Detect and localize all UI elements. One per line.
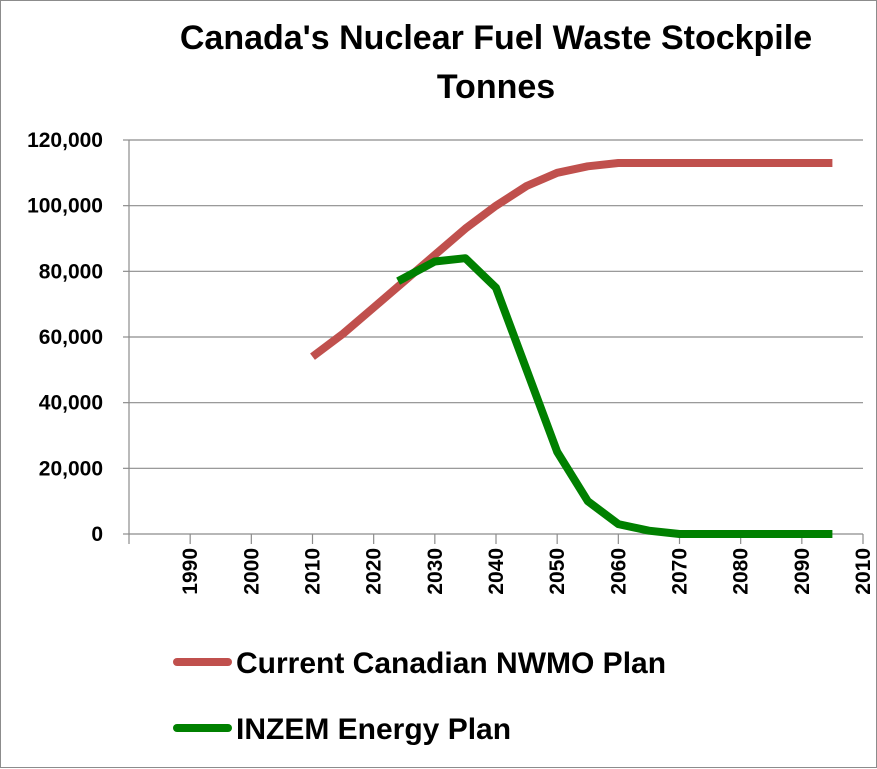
x-tick-label: 2090 <box>791 548 814 595</box>
x-tick-label: 2010 <box>302 548 325 595</box>
y-tick-label: 20,000 <box>39 457 103 480</box>
y-tick-label: 80,000 <box>39 260 103 283</box>
x-tick-label: 1990 <box>179 548 202 595</box>
y-tick-label: 120,000 <box>27 129 103 152</box>
y-axis-ticks: 120,000 100,000 80,000 60,000 40,000 20,000 0 <box>27 129 129 546</box>
x-tick-label: 2000 <box>240 548 263 595</box>
series-line-2 <box>396 254 833 538</box>
x-tick-label: 2060 <box>607 548 630 595</box>
chart-title: Canada's Nuclear Fuel Waste Stockpile <box>180 19 812 57</box>
y-tick-label: 40,000 <box>39 392 103 415</box>
chart-subtitle: Tonnes <box>437 68 555 106</box>
x-tick-label: 2040 <box>485 548 508 595</box>
x-axis-ticks: 1990 2000 2010 2020 2030 2040 2050 2060 2070 2080… <box>128 534 875 595</box>
x-tick-label: 2050 <box>546 548 569 595</box>
series-line-1 <box>310 159 833 360</box>
y-tick-label: 60,000 <box>39 326 103 349</box>
legend-label-1: Current Canadian NWMO Plan <box>236 647 666 680</box>
legend-label-2: INZEM Energy Plan <box>236 713 511 746</box>
series-lines <box>310 159 833 538</box>
x-tick-label: 2080 <box>730 548 753 595</box>
legend: Current Canadian NWMO Plan INZEM Energy P… <box>173 647 666 746</box>
x-tick-label: 2030 <box>424 548 447 595</box>
x-tick-label: 2010 <box>852 548 875 595</box>
x-tick-label: 2020 <box>363 548 386 595</box>
x-tick-label: 2070 <box>669 548 692 595</box>
y-tick-label: 0 <box>91 523 103 546</box>
gridlines <box>129 139 863 469</box>
y-tick-label: 100,000 <box>27 195 103 218</box>
